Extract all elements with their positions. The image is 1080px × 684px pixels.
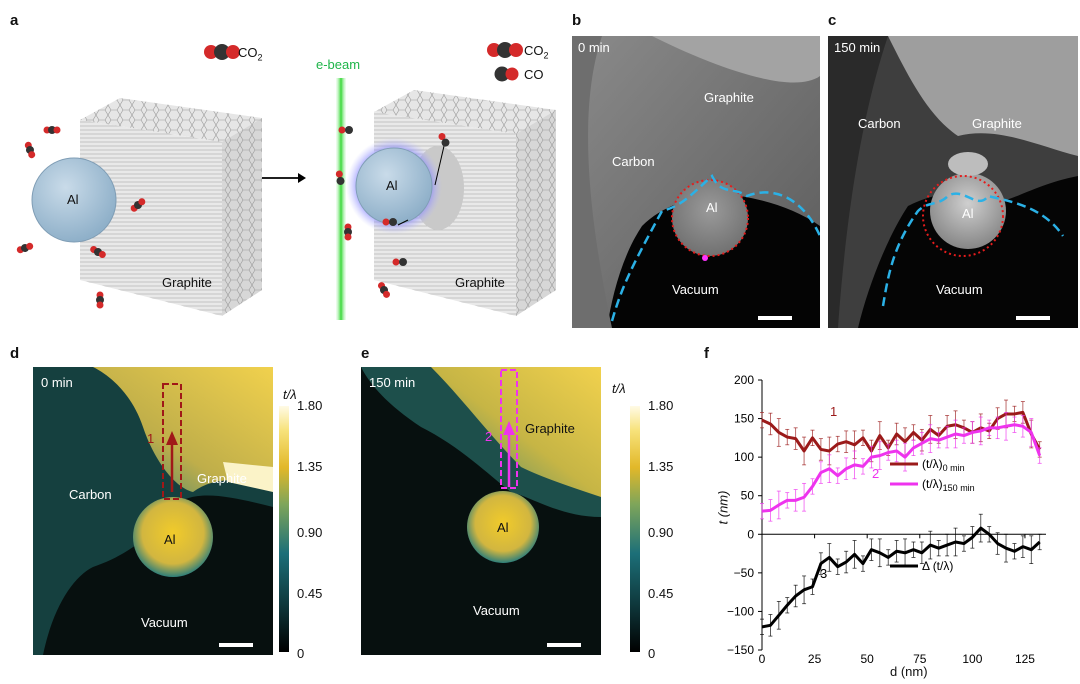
al-label-right: Al — [386, 178, 398, 193]
legend-entry: (t/λ)150 min — [922, 477, 975, 493]
interface-line-b — [610, 173, 820, 322]
co-label: CO — [524, 67, 544, 82]
marker-1-d: 1 — [147, 431, 155, 446]
series-line-2 — [761, 423, 1042, 513]
e-beam — [336, 78, 346, 320]
al-outline-b — [671, 179, 749, 257]
colorbar-tick: 1.35 — [297, 459, 323, 474]
legend-entry: Δ (t/λ) — [922, 559, 953, 573]
x-tick-label: 25 — [808, 652, 822, 666]
carbon-label-d: Carbon — [69, 487, 112, 502]
carbon-label-b: Carbon — [612, 154, 655, 169]
time-label-c: 150 min — [834, 40, 881, 55]
graphite-label-left: Graphite — [162, 275, 212, 290]
y-tick-label: −150 — [727, 643, 754, 657]
series-line-1 — [761, 410, 1042, 453]
time-label-e: 150 min — [369, 375, 416, 390]
profile-box-d — [162, 383, 182, 500]
graphite-label-d: Graphite — [197, 471, 247, 486]
panel-label-d: d — [10, 345, 20, 362]
graphite-label-c: Graphite — [972, 116, 1022, 131]
co-legend-icon — [494, 66, 519, 82]
colorbar-tick: 1.80 — [648, 398, 674, 413]
co2-label-right: CO2 — [524, 43, 549, 61]
panel-label-e: e — [361, 345, 370, 362]
ebeam-label: e-beam — [316, 57, 361, 72]
series-line-3 — [761, 526, 1041, 629]
al-sphere-left — [31, 157, 117, 243]
y-tick-label: 50 — [741, 489, 755, 503]
y-tick-label: −50 — [734, 566, 755, 580]
colorbar-tick: 0.45 — [297, 586, 323, 601]
y-tick-label: 100 — [734, 450, 754, 464]
time-label-d: 0 min — [41, 375, 73, 390]
x-tick-label: 125 — [1015, 652, 1035, 666]
co2-legend-icon-right — [487, 42, 523, 58]
y-tick-label: 200 — [734, 373, 754, 387]
colorbar-tick: 1.80 — [297, 398, 323, 413]
interface-line-c — [881, 192, 1065, 307]
colorbar-d — [279, 406, 289, 652]
panel-label-b: b — [572, 12, 582, 29]
al-label-e: Al — [497, 520, 509, 535]
series-number-label: 1 — [830, 404, 837, 419]
y-tick-label: 150 — [734, 412, 754, 426]
map-image-d: 0 min 1 Graphite Carbon Al Vacuum — [33, 367, 273, 655]
colorbar-title-e: t/λ — [612, 381, 626, 396]
graphite-block-left — [80, 98, 262, 316]
al-label-b: Al — [706, 200, 718, 215]
marker-2-e: 2 — [485, 429, 493, 444]
co-molecules-right — [335, 126, 450, 298]
time-label-b: 0 min — [578, 40, 610, 55]
co2-molecules-left — [16, 126, 146, 309]
graphite-label-b: Graphite — [704, 90, 754, 105]
colorbar-tick: 0.45 — [648, 586, 674, 601]
colorbar-tick: 0 — [297, 646, 305, 661]
graphite-label-right: Graphite — [455, 275, 505, 290]
vacuum-label-b: Vacuum — [672, 282, 719, 297]
series-number-label: 3 — [820, 566, 827, 581]
x-axis-label: d (nm) — [890, 664, 928, 679]
colorbar-e — [630, 406, 640, 652]
graphite-label-e: Graphite — [525, 421, 575, 436]
al-label-d: Al — [164, 532, 176, 547]
colorbar-title-d: t/λ — [283, 387, 297, 402]
y-tick-label: −100 — [727, 604, 754, 618]
al-outline-c — [922, 175, 1004, 257]
panel-label-f: f — [704, 345, 709, 362]
x-tick-label: 100 — [962, 652, 982, 666]
map-image-e: 150 min 2 Graphite Al Vacuum — [361, 367, 601, 655]
profile-box-e — [500, 369, 518, 489]
colorbar-tick: 0.90 — [648, 525, 674, 540]
co2-label: CO2 — [238, 45, 263, 63]
series-number-label: 2 — [872, 466, 879, 481]
x-tick-label: 50 — [861, 652, 875, 666]
carbon-label-c: Carbon — [858, 116, 901, 131]
al-label-left: Al — [67, 192, 79, 207]
panel-label-a: a — [10, 12, 19, 29]
tem-image-b: 0 min Graphite Carbon Al Vacuum — [572, 36, 820, 328]
colorbar-tick: 0 — [648, 646, 656, 661]
co2-legend-icon — [204, 44, 240, 60]
vacuum-label-d: Vacuum — [141, 615, 188, 630]
y-axis-label: t (nm) — [715, 490, 731, 525]
vacuum-label-c: Vacuum — [936, 282, 983, 297]
vacuum-label-e: Vacuum — [473, 603, 520, 618]
legend-entry: (t/λ)0 min — [922, 457, 965, 473]
panel-label-c: c — [828, 12, 837, 29]
panel-a-schematic — [16, 42, 556, 320]
x-tick-label: 0 — [759, 652, 766, 666]
colorbar-tick: 0.90 — [297, 525, 323, 540]
colorbar-tick: 1.35 — [648, 459, 674, 474]
y-tick-label: 0 — [747, 527, 754, 541]
al-label-c: Al — [962, 206, 974, 221]
tem-image-c: 150 min Graphite Carbon Al Vacuum — [828, 36, 1078, 328]
